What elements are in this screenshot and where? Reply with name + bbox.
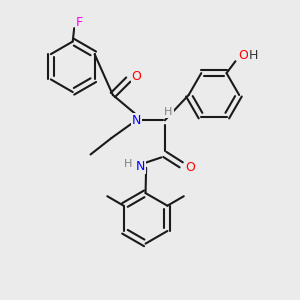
Text: F: F <box>76 16 83 29</box>
Text: O: O <box>185 161 195 174</box>
Text: O: O <box>132 70 142 83</box>
Text: H: H <box>249 50 258 62</box>
Text: N: N <box>132 114 141 127</box>
Text: O: O <box>238 50 248 62</box>
Text: N: N <box>136 160 145 173</box>
Text: H: H <box>124 159 132 169</box>
Text: H: H <box>164 107 172 117</box>
